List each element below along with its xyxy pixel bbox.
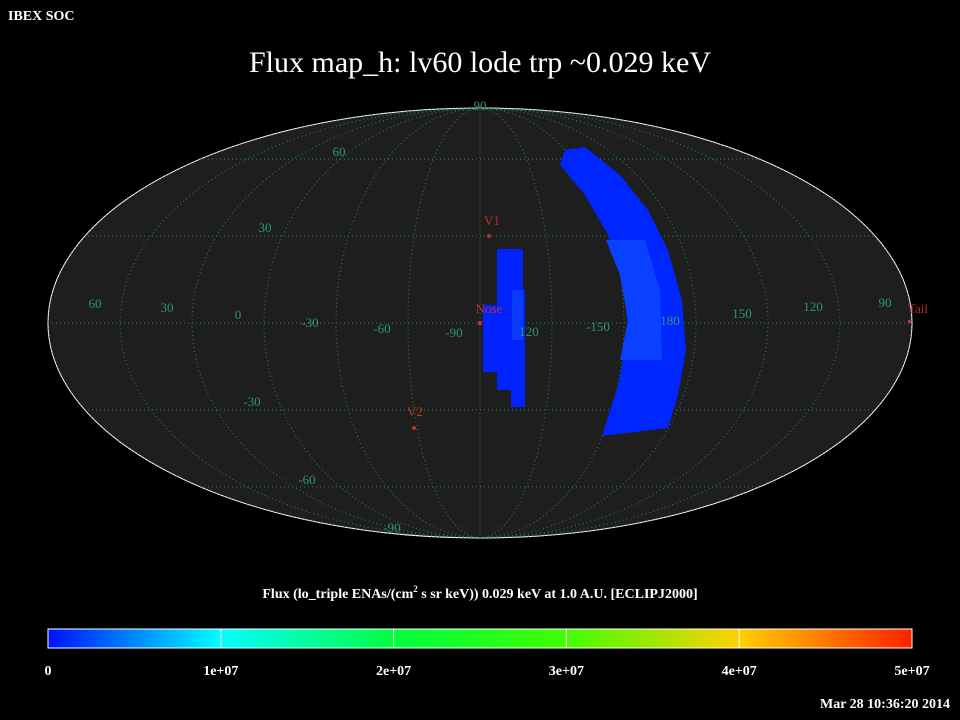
org-label: IBEX SOC bbox=[8, 9, 75, 24]
caption-part: s sr keV)) 0.029 keV at 1.0 A.U. [ECLIPJ… bbox=[418, 587, 698, 602]
longitude-label: 120 bbox=[803, 299, 823, 314]
latitude-label: -60 bbox=[298, 472, 315, 487]
longitude-label: 120 bbox=[519, 324, 539, 339]
flux-pixels bbox=[483, 147, 686, 436]
longitude-label: -150 bbox=[586, 319, 610, 334]
colorbar-ticks: 0 1e+07 2e+07 3e+07 4e+07 5e+07 bbox=[45, 629, 930, 679]
colorbar-tick-label: 5e+07 bbox=[894, 664, 929, 679]
marker-label: Tail bbox=[908, 301, 928, 316]
longitude-label: 60 bbox=[89, 296, 102, 311]
meridian bbox=[119, 108, 481, 538]
longitude-label: -60 bbox=[373, 321, 390, 336]
colorbar-tick-label: 1e+07 bbox=[203, 664, 238, 679]
latitude-label: 60 bbox=[333, 144, 346, 159]
colorbar-caption: Flux (lo_triple ENAs/(cm2 s sr keV)) 0.0… bbox=[262, 584, 697, 602]
marker-label: V1 bbox=[484, 213, 500, 228]
flux-region bbox=[512, 290, 523, 340]
colorbar bbox=[47, 628, 913, 649]
longitude-label: 150 bbox=[732, 306, 752, 321]
longitude-label: 0 bbox=[235, 307, 242, 322]
flux-region bbox=[606, 240, 662, 360]
flux-region bbox=[483, 249, 525, 407]
meridian bbox=[479, 108, 625, 538]
longitude-label: 30 bbox=[161, 300, 174, 315]
meridian bbox=[335, 108, 481, 538]
marker-dot bbox=[908, 320, 911, 323]
caption-sup: 2 bbox=[413, 584, 418, 594]
marker-dot bbox=[478, 321, 482, 325]
colorbar-tick-label: 0 bbox=[45, 664, 52, 679]
marker-dot bbox=[487, 234, 491, 238]
colorbar-tick-label: 4e+07 bbox=[722, 664, 757, 679]
timestamp: Mar 28 10:36:20 2014 bbox=[820, 697, 950, 712]
longitude-label: 180 bbox=[660, 313, 680, 328]
marker-label: Nose bbox=[476, 301, 503, 316]
latitude-label: -90 bbox=[383, 520, 400, 535]
markers: V1 Nose V2 Tail bbox=[407, 213, 928, 430]
colorbar-tick-label: 2e+07 bbox=[376, 664, 411, 679]
colorbar-tick-label: 3e+07 bbox=[549, 664, 584, 679]
graticule-labels: 90 60 30 -30 -60 -90 60 30 0 -30 -60 -90 120 -150 180 1… bbox=[89, 98, 892, 535]
meridian bbox=[407, 108, 481, 538]
marker-label: V2 bbox=[407, 404, 423, 419]
latitude-label: 90 bbox=[474, 98, 487, 113]
latitude-label: -30 bbox=[243, 394, 260, 409]
title: Flux map_h: lv60 lode trp ~0.029 keV bbox=[249, 46, 711, 79]
longitude-label: -90 bbox=[445, 325, 462, 340]
flux-region bbox=[560, 147, 686, 436]
marker-dot bbox=[412, 426, 416, 430]
longitude-label: -30 bbox=[301, 315, 318, 330]
meridian bbox=[479, 108, 553, 538]
latitude-label: 30 bbox=[259, 220, 272, 235]
meridian bbox=[479, 108, 841, 538]
longitude-label: 90 bbox=[879, 295, 892, 310]
caption-part: Flux (lo_triple ENAs/(cm bbox=[262, 587, 413, 602]
